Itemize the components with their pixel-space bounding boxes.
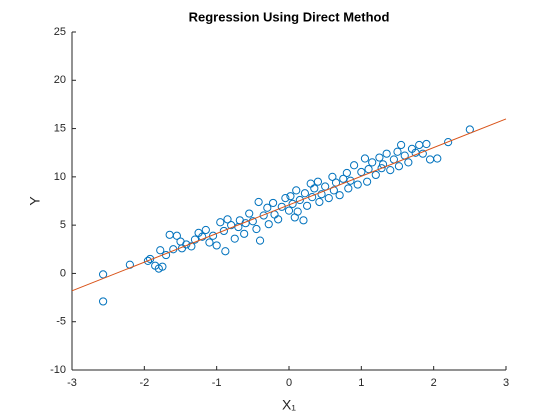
scatter-point [208, 231, 218, 240]
scatter-point [295, 195, 304, 205]
fit-line [71, 118, 507, 292]
scatter-point [230, 234, 239, 243]
scatter-point [255, 236, 265, 245]
scatter-point [397, 140, 406, 150]
scatter-point [158, 262, 167, 271]
scatter-point [300, 189, 310, 198]
scatter-point [227, 221, 236, 230]
scatter-point [212, 241, 221, 250]
scatter-point [143, 256, 153, 265]
scatter-point [248, 217, 257, 226]
scatter-point [317, 190, 326, 199]
scatter-point [382, 149, 391, 158]
scatter-point [315, 197, 324, 207]
chart-title: Regression Using Direct Method [189, 9, 390, 24]
scatter-point [346, 176, 355, 185]
x-tick-label: 1 [358, 377, 364, 389]
scatter-point [393, 147, 402, 156]
y-axis-label: Y [27, 196, 43, 206]
x-tick-label: -3 [67, 377, 77, 389]
scatter-point [394, 162, 404, 171]
scatter-point [240, 229, 249, 238]
scatter-point [371, 170, 380, 180]
scatter-point [422, 139, 431, 149]
scatter-point [254, 197, 263, 207]
y-tick-label: -10 [50, 364, 66, 376]
x-tick-label: 2 [431, 377, 437, 389]
scatter-point [274, 215, 283, 224]
scatter-point [259, 211, 268, 220]
y-tick-label: 15 [54, 122, 66, 134]
scatter-point [335, 191, 344, 200]
scatter-point [386, 165, 395, 175]
scatter-point [99, 297, 108, 306]
scatter-point [425, 155, 435, 164]
scatter-point [281, 194, 290, 203]
y-tick-label: 25 [54, 26, 66, 38]
scatter-point [363, 177, 372, 186]
scatter-point [216, 218, 225, 227]
scatter-point [223, 215, 232, 224]
scatter-point [415, 140, 424, 150]
scatter-point [444, 137, 453, 147]
scatter-point [433, 154, 442, 163]
scatter-point [377, 164, 386, 173]
scatter-point [375, 153, 384, 162]
x-tick-label: 3 [503, 377, 509, 389]
y-tick-label: -5 [56, 316, 66, 328]
scatter-point [219, 226, 228, 236]
scatter-point [328, 172, 337, 181]
scatter-point [221, 247, 230, 256]
x-tick-label: 0 [286, 377, 292, 389]
scatter-point [205, 238, 214, 247]
x-axis-label: X₁ [282, 397, 296, 413]
scatter-point [353, 180, 362, 189]
scatter-point [292, 186, 301, 195]
scatter-point [198, 232, 207, 241]
scatter-point [404, 158, 413, 167]
scatter-point [201, 225, 210, 235]
scatter-point [350, 161, 359, 170]
y-tick-label: 10 [54, 171, 66, 183]
scatter-point [299, 216, 308, 225]
scatter-point [172, 231, 181, 240]
y-tick-label: 20 [54, 74, 66, 86]
y-tick-label: 0 [60, 267, 66, 279]
scatter-point [245, 209, 254, 218]
scatter-point [360, 154, 370, 163]
scatter-point [302, 201, 312, 210]
scatter-point [156, 246, 165, 255]
scatter-point [165, 230, 174, 239]
scatter-point [288, 199, 297, 208]
scatter-point [284, 206, 294, 215]
scatter-point [357, 167, 366, 177]
x-tick-label: -1 [212, 377, 222, 389]
scatter-point [313, 177, 323, 186]
scatter-point [286, 192, 295, 201]
scatter-point [339, 174, 348, 183]
scatter-point [342, 168, 351, 178]
scatter-point [263, 203, 272, 212]
scatter-point [310, 184, 319, 193]
scatter-point [187, 242, 196, 251]
scatter-point [306, 179, 315, 188]
y-tick-label: 5 [60, 219, 66, 231]
scatter-point [99, 270, 108, 279]
scatter-point [264, 220, 273, 229]
scatter-point [344, 184, 353, 193]
scatter-point [268, 198, 278, 208]
scatter-point [368, 158, 377, 167]
scatter-point [293, 207, 302, 216]
scatter-point [324, 194, 333, 203]
x-tick-label: -2 [139, 377, 149, 389]
scatter-point [252, 224, 261, 234]
scatter-point [364, 165, 373, 174]
scatter-point [190, 235, 200, 244]
